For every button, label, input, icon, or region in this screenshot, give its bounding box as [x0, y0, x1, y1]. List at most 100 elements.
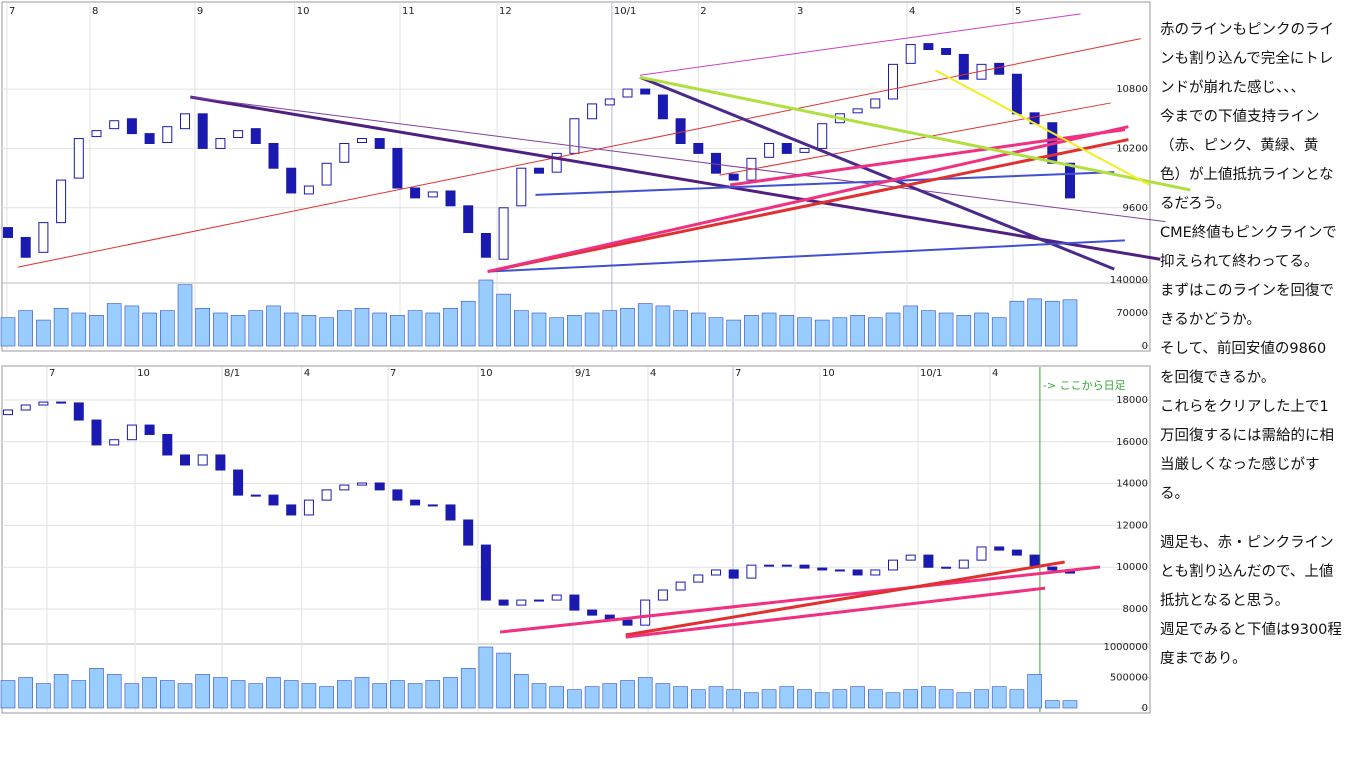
x-tick-label: 9/1	[575, 368, 591, 379]
trend-line	[639, 75, 1115, 271]
volume-bar	[213, 312, 228, 347]
volume-bar	[1027, 298, 1042, 347]
volume-bar	[425, 680, 441, 709]
candle-body	[427, 504, 438, 507]
volume-bar	[460, 668, 476, 709]
candle-body	[215, 454, 226, 471]
volume-bar	[744, 315, 759, 347]
volume-bar	[655, 305, 671, 347]
candle-body	[250, 494, 261, 497]
y-tick-label: 70000	[1116, 308, 1148, 319]
candle-body	[20, 404, 31, 411]
candle-body	[268, 142, 279, 169]
candle-body	[445, 504, 456, 521]
volume-bar	[584, 312, 600, 347]
volume-bar	[673, 686, 688, 709]
volume-bar	[531, 683, 547, 709]
candle-body	[728, 569, 739, 579]
candle-body	[250, 128, 261, 144]
candle-body	[321, 162, 332, 186]
volume-bar	[18, 677, 34, 709]
volume-bar	[956, 692, 972, 709]
volume-bar	[336, 680, 352, 709]
volume-bar	[106, 303, 122, 347]
candle-body	[339, 142, 350, 163]
volume-bar	[797, 317, 812, 347]
volume-bar	[319, 317, 334, 347]
trend-line	[729, 128, 1126, 187]
volume-bar	[761, 689, 777, 709]
candle-body	[569, 118, 580, 154]
candle-body	[870, 569, 881, 576]
candle-body	[622, 619, 633, 626]
x-tick-label: 10	[137, 368, 150, 379]
candle-body	[781, 564, 792, 567]
x-tick-label: 4	[992, 368, 998, 379]
candle-body	[958, 53, 969, 80]
volume-bar	[991, 317, 1007, 347]
candle-body	[56, 179, 67, 224]
volume-bar	[549, 686, 565, 709]
trend-line	[499, 565, 1101, 634]
note-line: これらをクリアした上で1	[1160, 398, 1329, 415]
candle-body	[286, 167, 297, 194]
volume-bar	[266, 305, 281, 347]
volume-bar	[513, 674, 529, 709]
candle-body	[480, 544, 491, 601]
candle-body	[1011, 549, 1022, 556]
y-tick-label: 18000	[1116, 395, 1148, 406]
note-line: とも割り込んだので、上値	[1160, 563, 1333, 580]
x-tick-label: 2	[700, 6, 706, 17]
volume-bar	[726, 319, 742, 347]
candle-body	[3, 409, 13, 416]
volume-bar	[89, 668, 104, 709]
candle-body	[994, 546, 1005, 551]
candle-body	[551, 594, 562, 601]
candle-body	[640, 88, 651, 95]
trend-line	[487, 125, 1129, 274]
x-tick-label: 10	[822, 368, 835, 379]
candle-body	[463, 519, 474, 546]
volume-bar	[938, 689, 954, 709]
volume-bar	[779, 686, 795, 709]
volume-bar	[797, 689, 812, 709]
volume-bar	[142, 312, 157, 347]
candle-body	[817, 123, 828, 149]
volume-bar	[53, 307, 69, 347]
volume-bar	[89, 315, 104, 347]
candle-body	[427, 191, 438, 198]
volume-bar	[478, 279, 494, 347]
note-line: 今までの下値支持ライン	[1160, 108, 1320, 125]
trend-line	[487, 138, 1129, 274]
candle-body	[197, 454, 208, 466]
candle-body	[463, 205, 474, 234]
candle-body	[905, 44, 916, 64]
x-tick-label: 4	[909, 6, 915, 17]
x-tick-label: 7	[49, 368, 55, 379]
volume-bar	[938, 312, 954, 347]
candle-body	[1065, 162, 1075, 199]
candle-body	[73, 402, 84, 421]
candle-body	[180, 113, 190, 130]
volume-bar	[602, 310, 618, 347]
volume-bar	[567, 315, 582, 347]
y-tick-label: 500000	[1110, 673, 1148, 684]
candle-body	[657, 94, 668, 120]
y-tick-label: 10200	[1116, 143, 1148, 154]
volume-bar	[708, 317, 724, 347]
volume-bar	[513, 310, 529, 347]
volume-bar	[390, 680, 405, 709]
candle-body	[392, 147, 403, 189]
volume-bar	[726, 689, 742, 709]
volume-bar	[690, 312, 706, 347]
candle-body	[551, 152, 562, 173]
volume-bar	[921, 310, 936, 347]
candle-body	[941, 566, 952, 569]
volume-bar	[974, 689, 989, 709]
y-tick-label: 8000	[1123, 604, 1148, 615]
volume-bar	[177, 284, 193, 347]
candle-body	[693, 574, 704, 583]
candle-body	[587, 103, 598, 120]
volume-bar	[354, 307, 370, 347]
candle-body	[374, 138, 385, 149]
